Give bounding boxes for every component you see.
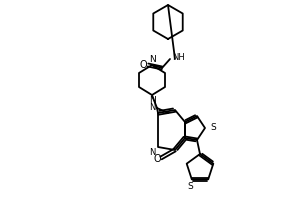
Text: S: S bbox=[210, 123, 216, 132]
Text: N: N bbox=[150, 148, 156, 157]
Text: S: S bbox=[187, 182, 193, 191]
Text: O: O bbox=[153, 154, 161, 164]
Text: O: O bbox=[139, 60, 147, 70]
Text: NH: NH bbox=[172, 52, 185, 62]
Text: N: N bbox=[150, 103, 156, 112]
Text: N: N bbox=[148, 96, 155, 105]
Text: N: N bbox=[148, 55, 155, 64]
